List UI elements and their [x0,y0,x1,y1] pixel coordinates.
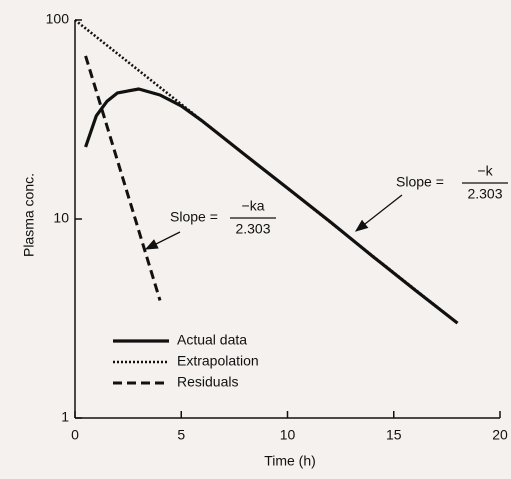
legend-label: Residuals [177,374,238,390]
y-tick-label: 1 [61,409,69,425]
annotation-arrow [144,231,181,250]
legend-label: Actual data [177,332,247,348]
x-tick-label: 15 [386,427,402,443]
annotation-text: Slope = [170,209,218,225]
annotation-denominator: 2.303 [235,221,270,237]
x-tick-label: 20 [492,427,508,443]
legend-label: Extrapolation [177,353,259,369]
y-tick-label: 100 [46,11,70,27]
annotation-numerator: −ka [242,198,265,214]
y-tick-label: 10 [53,210,69,226]
annotation-denominator: 2.303 [467,186,502,202]
x-axis-label: Time (h) [264,453,316,469]
x-tick-label: 10 [280,427,296,443]
series-line [74,18,459,325]
annotation-arrow [354,194,403,232]
annotation-numerator: −k [477,163,493,179]
y-axis-label: Plasma conc. [21,173,37,257]
x-tick-label: 5 [177,427,185,443]
x-tick-label: 0 [71,427,79,443]
series-line [84,55,162,301]
annotation-text: Slope = [396,174,444,190]
